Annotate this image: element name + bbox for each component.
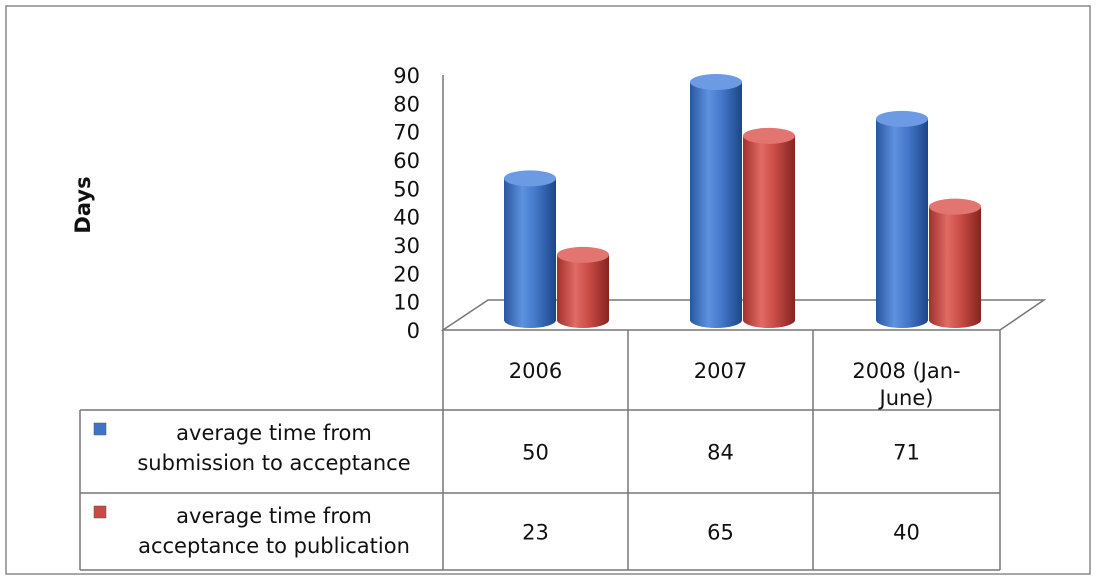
bar-body xyxy=(504,178,556,328)
table-value: 50 xyxy=(522,441,549,465)
category-label: 2006 xyxy=(509,359,562,383)
y-tick-label: 90 xyxy=(393,64,420,88)
legend-label: acceptance to publication xyxy=(138,534,410,558)
y-tick-label: 30 xyxy=(393,234,420,258)
bar-top xyxy=(504,170,556,187)
bar-top xyxy=(876,110,928,127)
legend-label: average time from xyxy=(176,504,372,528)
y-tick-label: 40 xyxy=(393,206,420,230)
bar-body xyxy=(929,206,981,328)
bar-body xyxy=(557,254,609,328)
category-label: 2008 (Jan- xyxy=(852,359,960,383)
bar-top xyxy=(690,74,742,90)
y-tick-label: 80 xyxy=(393,92,420,116)
bar-top xyxy=(557,246,609,263)
legend-swatch xyxy=(93,422,107,436)
y-tick-label: 50 xyxy=(393,177,420,201)
bar-top xyxy=(743,127,795,144)
y-axis-label: Days xyxy=(71,176,95,233)
table-value: 23 xyxy=(522,521,549,545)
y-tick-label: 70 xyxy=(393,121,420,145)
y-tick-label: 10 xyxy=(393,291,420,315)
legend-swatch xyxy=(93,505,107,519)
bar-body xyxy=(876,118,928,328)
bar-body xyxy=(743,135,795,328)
table-value: 40 xyxy=(893,521,920,545)
legend-label: submission to acceptance xyxy=(137,451,410,475)
bar-body xyxy=(690,82,742,328)
y-tick-label: 20 xyxy=(393,262,420,286)
category-label: June) xyxy=(878,386,934,410)
y-tick-label: 0 xyxy=(407,319,420,343)
bars xyxy=(504,74,981,328)
bar-top xyxy=(929,198,981,215)
table-value: 84 xyxy=(707,441,734,465)
y-tick-labels: 0 10 20 30 40 50 60 70 80 90 xyxy=(393,64,420,343)
legend-label: average time from xyxy=(176,421,372,445)
y-tick-label: 60 xyxy=(393,149,420,173)
data-table: 2006 2007 2008 (Jan- June) average time from… xyxy=(79,330,1001,571)
table-value: 65 xyxy=(707,521,734,545)
category-label: 2007 xyxy=(694,359,747,383)
table-value: 71 xyxy=(893,441,920,465)
